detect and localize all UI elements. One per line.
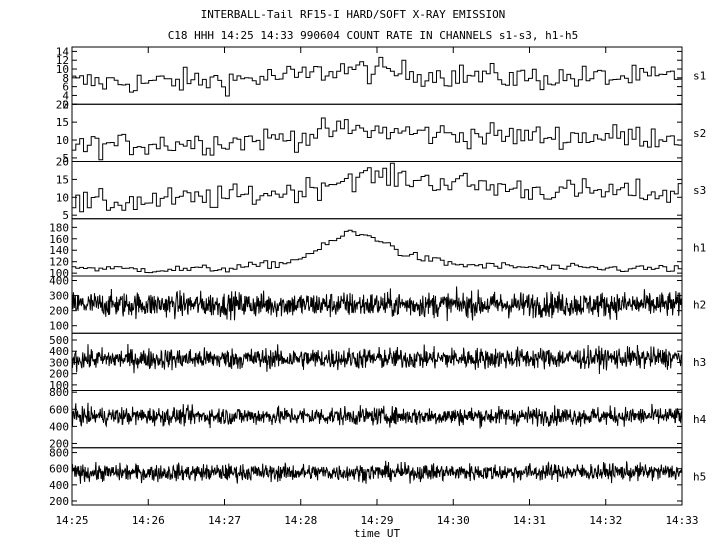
ytick-label-h1: 140	[49, 244, 69, 257]
panel-s3: 5 10 15 20 s3	[56, 156, 707, 223]
x-axis: 14:25 14:26 14:27 14:28 14:29 14:30 14:31 14:32…	[55, 47, 699, 527]
xtick-label: 14:32	[589, 514, 622, 527]
ytick-label-s2: 15	[56, 116, 69, 129]
xtick-label: 14:27	[208, 514, 241, 527]
panel-h4: 200 400 600 800 h4	[49, 386, 706, 450]
ytick-label-h4: 800	[49, 386, 69, 399]
xtick-label: 14:26	[132, 514, 165, 527]
ytick-label-s1: 6	[62, 81, 69, 94]
chart-title: INTERBALL-Tail RF15-I HARD/SOFT X-RAY EM…	[201, 8, 506, 21]
ytick-label-s1: 2	[62, 98, 69, 111]
panel-frame-h1	[71, 218, 683, 277]
ytick-label-s3: 20	[56, 156, 69, 169]
xtick-label: 14:29	[360, 514, 393, 527]
chart-subtitle: C18 HHH 14:25 14:33 990604 COUNT RATE IN…	[168, 29, 579, 42]
panel-h2: 100 200 300 400 h2	[49, 275, 706, 334]
xtick-label: 14:31	[513, 514, 546, 527]
x-axis-label: time UT	[354, 527, 401, 540]
ytick-label-h2: 400	[49, 275, 69, 288]
ytick-label-s2: 10	[56, 134, 69, 147]
ytick-label-h4: 400	[49, 420, 69, 433]
ytick-label-h5: 800	[49, 447, 69, 460]
trace-s2	[72, 117, 683, 161]
trace-h5	[71, 460, 683, 484]
trace-s1	[72, 56, 683, 97]
xtick-label: 14:28	[284, 514, 317, 527]
panel-label-h4: h4	[693, 413, 707, 426]
ytick-label-s3: 10	[56, 191, 69, 204]
panel-label-s3: s3	[693, 184, 706, 197]
ytick-label-h2: 300	[49, 290, 69, 303]
trace-h3	[71, 343, 683, 375]
ytick-label-h2: 100	[49, 320, 69, 333]
ytick-label-h1: 100	[49, 267, 69, 280]
ytick-label-h3: 300	[49, 356, 69, 369]
ytick-label-s1: 12	[56, 54, 69, 67]
panel-frame-s3	[71, 161, 683, 220]
ytick-label-s2: 5	[62, 152, 69, 165]
panel-label-s2: s2	[693, 127, 706, 140]
ytick-label-s1: 4	[62, 89, 69, 102]
ytick-label-h3: 400	[49, 345, 69, 358]
trace-s3	[72, 162, 683, 213]
panel-h5: 200 400 600 800 h5	[49, 447, 706, 508]
ytick-label-s3: 5	[62, 209, 69, 222]
panel-label-h3: h3	[693, 356, 706, 369]
ytick-label-h5: 400	[49, 479, 69, 492]
ytick-label-h1: 160	[49, 233, 69, 246]
ytick-label-s2: 20	[56, 98, 69, 111]
ytick-label-s1: 14	[56, 45, 70, 58]
trace-h1	[72, 229, 683, 274]
ytick-label-h1: 120	[49, 256, 69, 269]
panels: 2468101214s15101520s25101520s31001201401…	[49, 45, 706, 508]
panel-frame-h5	[71, 447, 683, 506]
panel-label-h2: h2	[693, 299, 706, 312]
ytick-label-h2: 200	[49, 305, 69, 318]
ytick-label-s1: 10	[56, 63, 69, 76]
trace-h2	[71, 286, 683, 322]
panel-label-h1: h1	[693, 241, 706, 254]
ytick-label-h5: 600	[49, 463, 69, 476]
ytick-label-h4: 600	[49, 403, 69, 416]
ytick-label-h3: 200	[49, 368, 69, 381]
trace-h4	[71, 402, 683, 429]
ytick-label-h3: 500	[49, 334, 69, 347]
ytick-label-h3: 100	[49, 379, 69, 392]
panel-frame-s2	[71, 103, 683, 162]
ytick-label-s1: 8	[62, 72, 69, 85]
panel-label-s1: s1	[693, 70, 706, 83]
ytick-label-s3: 15	[56, 173, 69, 186]
panel-s2: 5 10 15 20 s2	[56, 98, 707, 165]
ytick-label-h4: 200	[49, 437, 69, 450]
ytick-label-h1: 180	[49, 221, 69, 234]
xtick-label: 14:30	[437, 514, 470, 527]
panel-label-h5: h5	[693, 470, 706, 483]
xtick-label: 14:33	[665, 514, 698, 527]
xtick-label: 14:25	[55, 514, 88, 527]
ytick-label-h5: 200	[49, 495, 69, 508]
